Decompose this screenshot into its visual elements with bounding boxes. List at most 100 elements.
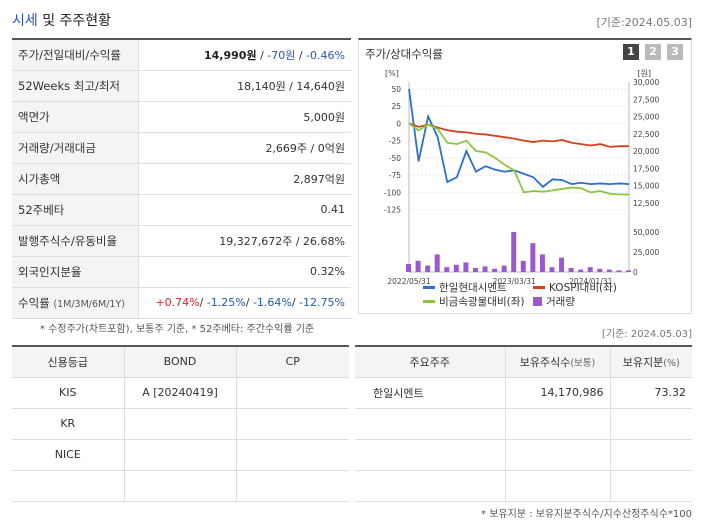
series-line-2 [408, 122, 629, 196]
holder-pct [610, 470, 692, 502]
volume-tick: 0 [633, 268, 638, 277]
y-left-unit: [%] [385, 69, 399, 78]
title-accent: 시세 [12, 13, 38, 29]
volume-bar [434, 254, 440, 272]
table-row [12, 470, 349, 502]
price-rate: -0.46% [306, 48, 345, 62]
volume-bar [463, 262, 469, 272]
header-unit: (%) [663, 357, 680, 369]
column-header: 보유주식수(보통) [505, 346, 611, 378]
table-cell [236, 470, 349, 502]
table-cell [124, 408, 237, 440]
row-value: +0.74%/ -1.25%/ -1.64%/ -12.75% [138, 287, 351, 318]
holder-pct: 73.32 [610, 377, 692, 409]
table-cell: KIS [12, 377, 125, 409]
separator: / [295, 48, 307, 62]
table-cell [124, 439, 237, 471]
legend-line-icon [423, 286, 435, 289]
table-cell [124, 470, 237, 502]
holder-shares [505, 439, 611, 471]
row-label: 발행주식수/유동비율 [12, 225, 139, 256]
table-row: 수익률 (1M/3M/6M/1Y) +0.74%/ -1.25%/ -1.64%… [12, 287, 351, 318]
y-right-tick: 20,000 [633, 147, 659, 156]
legend-item-volume: 거래량 [533, 294, 575, 309]
return-label-sub: (1M/3M/6M/1Y) [53, 298, 125, 310]
volume-bar [520, 260, 526, 272]
row-label: 주가/전일대비/수익률 [12, 39, 139, 70]
table-row: 거래량/거래대금 2,669주 / 0억원 [12, 132, 351, 163]
separator: / [245, 296, 253, 309]
table-row: 52Weeks 최고/최저 18,140원 / 14,640원 [12, 70, 351, 101]
return-label: 수익률 [18, 295, 50, 310]
table-row: 시가총액 2,897억원 [12, 163, 351, 194]
row-value: 0.41 [320, 203, 346, 216]
table-row [355, 408, 692, 440]
y-right-tick: 17,500 [633, 164, 659, 173]
row-value: 5,000원 [303, 110, 345, 124]
y-left-tick: -50 [389, 154, 401, 163]
x-tick: 2023/03/31 [493, 277, 536, 286]
y-right-tick: 15,000 [633, 182, 659, 191]
row-value: 18,140원 / 14,640원 [237, 79, 345, 93]
chart-pager: 1 2 3 [623, 44, 683, 60]
title-rest: 및 주주현황 [37, 13, 112, 29]
legend-square-icon [533, 297, 542, 306]
price-table: 주가/전일대비/수익률 14,990원 / -70원 / -0.46% 52We… [12, 38, 351, 319]
volume-bar [415, 260, 421, 272]
chart-page-3-button[interactable]: 3 [667, 44, 683, 60]
holder-pct [610, 439, 692, 471]
header-text: 보유지분 [622, 355, 664, 369]
table-row: 외국인지분율 0.32% [12, 256, 351, 287]
chart-page-2-button[interactable]: 2 [645, 44, 661, 60]
legend-label: 한일현대시멘트 [439, 282, 507, 294]
column-header: 주요주주 [355, 346, 506, 378]
table-header-row: 신용등급 BOND CP [12, 346, 349, 378]
y-left-tick: 50 [391, 85, 401, 94]
row-label: 시가총액 [12, 163, 139, 194]
holder-name [355, 439, 506, 471]
section-header: 시세 및 주주현황 [기준:2024.05.03] [12, 8, 692, 32]
volume-bar [559, 257, 565, 272]
column-header: CP [236, 346, 349, 378]
row-label: 거래량/거래대금 [12, 132, 139, 163]
column-header: BOND [124, 346, 237, 378]
chart-page-1-button[interactable]: 1 [623, 44, 639, 60]
table-header-row: 주요주주 보유주식수(보통) 보유지분(%) [355, 346, 692, 378]
volume-bar [616, 270, 622, 272]
row-value: 14,990원 / -70원 / -0.46% [138, 39, 351, 70]
legend-item-sector: 비금속광물대비(좌) [423, 294, 524, 309]
row-label: 외국인지분율 [12, 256, 139, 287]
row-label: 액면가 [12, 101, 139, 132]
table-row: 발행주식수/유동비율 19,327,672주 / 26.68% [12, 225, 351, 256]
table-cell [12, 470, 125, 502]
volume-tick: 25,000 [633, 248, 659, 257]
holder-note: * 보유지분 : 보유지분주식수/지수산정주식수*100 [481, 509, 692, 520]
volume-bar [425, 265, 431, 272]
table-row [355, 439, 692, 471]
row-label: 52주베타 [12, 194, 139, 225]
volume-bar [453, 264, 459, 272]
table-cell [236, 439, 349, 471]
y-right-unit: [원] [637, 69, 651, 78]
major-holder-table: 주요주주 보유주식수(보통) 보유지분(%) 한일시멘트 14,170,986 73… [355, 345, 692, 502]
holder-name [355, 470, 506, 502]
separator: / [256, 48, 268, 62]
y-right-tick: 12,500 [633, 199, 659, 208]
holder-name [355, 408, 506, 440]
row-label: 수익률 (1M/3M/6M/1Y) [12, 287, 139, 318]
series-line-1 [408, 122, 629, 148]
volume-bar [472, 268, 478, 272]
volume-bar [511, 232, 517, 272]
legend-label: KOSPI대비(좌) [549, 282, 617, 294]
y-right-tick: 22,500 [633, 130, 659, 139]
credit-rating-table: 신용등급 BOND CP KIS A [20240419] KR NICE [12, 345, 349, 502]
y-left-tick: -125 [384, 206, 401, 215]
table-row: 한일시멘트 14,170,986 73.32 [355, 377, 692, 409]
holder-shares: 14,170,986 [505, 377, 611, 409]
table-cell [236, 408, 349, 440]
volume-bar [587, 267, 593, 272]
table-cell: KR [12, 408, 125, 440]
volume-bar [597, 268, 603, 272]
volume-bar [549, 267, 555, 272]
row-label: 52Weeks 최고/최저 [12, 70, 139, 101]
